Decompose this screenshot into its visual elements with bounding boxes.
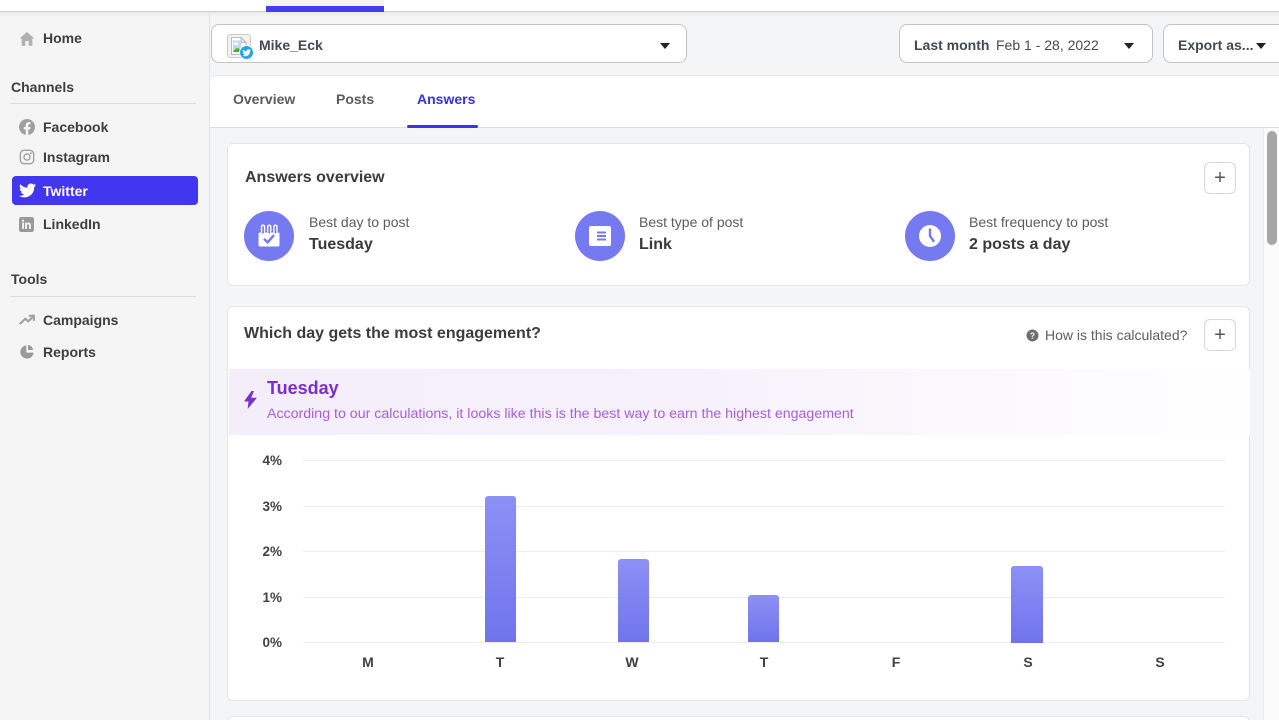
svg-text:?: ?	[1030, 331, 1035, 340]
